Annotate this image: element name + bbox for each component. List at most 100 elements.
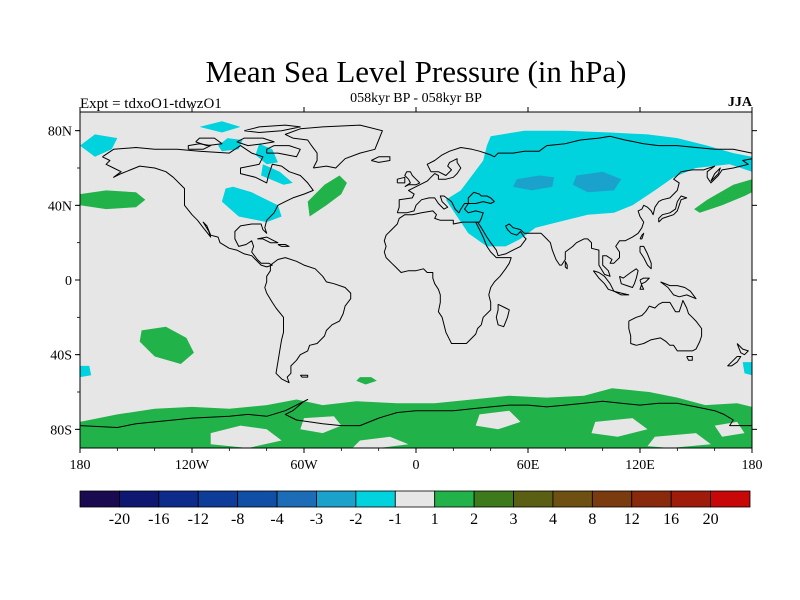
colorbar-swatch	[197, 490, 239, 508]
x-tick-label: 120E	[625, 458, 655, 473]
anomaly-region-10	[572, 171, 622, 193]
colorbar-label: 20	[703, 511, 719, 528]
x-tick-label: 60E	[517, 458, 540, 473]
anomaly-region-12	[307, 175, 347, 217]
coastline-4	[236, 137, 275, 147]
anomaly-region-9	[513, 175, 555, 191]
anomaly-region-11	[80, 190, 146, 210]
colorbar-label: 3	[510, 511, 518, 528]
anomaly-region-14	[139, 326, 194, 364]
anomaly-region-5	[221, 186, 282, 223]
coastline-0	[102, 145, 314, 268]
colorbar-swatch	[316, 490, 357, 508]
x-tick-label: 60W	[290, 458, 318, 473]
coastline-10	[383, 158, 752, 344]
coastline-20	[660, 281, 697, 300]
colorbar-label: -3	[310, 511, 323, 528]
anomaly-region-0	[80, 134, 118, 157]
x-tick-label: 180	[70, 458, 91, 473]
neutral-region-4	[591, 418, 648, 437]
coastline-3	[370, 156, 391, 163]
coastline-15	[639, 232, 645, 240]
anomaly-region-1	[199, 121, 241, 133]
colorbar-label: -12	[188, 511, 209, 528]
y-tick-label: 80S	[50, 423, 72, 438]
coastline-17	[613, 290, 630, 296]
chart-subtitle-right: JJA	[728, 95, 753, 110]
colorbar-swatch	[473, 490, 514, 508]
x-tick-label: 180	[742, 458, 763, 473]
colorbar-label: 4	[549, 511, 557, 528]
coastline-19	[639, 277, 650, 290]
coastline-29	[277, 244, 290, 247]
colorbar-swatch	[591, 490, 633, 508]
coastline-layer	[80, 124, 752, 428]
colorbar-label: -20	[109, 511, 130, 528]
colorbar-swatch	[237, 490, 278, 508]
anomaly-fill-layer	[80, 121, 752, 448]
colorbar-label: -4	[270, 511, 283, 528]
coastline-24	[736, 343, 749, 356]
anomaly-region-15	[356, 377, 377, 385]
colorbar-swatch	[552, 490, 593, 508]
coastline-13	[396, 176, 406, 184]
colorbar-label: -8	[231, 511, 244, 528]
colorbar-label: -16	[148, 511, 169, 528]
colorbar-swatch	[710, 490, 751, 508]
x-axis: 180 120W 60W 0 60E 120E 180	[70, 107, 763, 473]
coastline-11	[467, 191, 495, 204]
anomaly-region-13	[694, 179, 752, 213]
anomaly-region-4	[261, 164, 293, 185]
colorbar-swatch	[631, 490, 672, 508]
neutral-region-1	[300, 416, 342, 434]
x-tick-label: 0	[413, 458, 420, 473]
neutral-region-3	[475, 410, 521, 430]
colorbar-swatch	[513, 490, 554, 508]
coastline-31	[299, 374, 309, 378]
coastline-26	[495, 303, 510, 328]
colorbar: -20 -16 -12 -8 -4 -3 -2 -1 1 2 3 4 8 12 16 20	[79, 490, 751, 528]
anomaly-region-3	[255, 143, 278, 165]
y-tick-label: 80N	[48, 125, 72, 140]
colorbar-label: 12	[624, 511, 640, 528]
colorbar-label: -1	[389, 511, 402, 528]
coastline-1	[264, 257, 352, 384]
coastline-30	[80, 399, 752, 428]
colorbar-label: -2	[349, 511, 362, 528]
coastline-21	[639, 245, 652, 270]
colorbar-swatch	[276, 490, 317, 508]
colorbar-label: 16	[663, 511, 679, 528]
coastline-25	[727, 356, 742, 367]
colorbar-label: 1	[431, 511, 439, 528]
colorbar-swatch	[355, 490, 396, 508]
colorbar-swatch	[394, 490, 436, 508]
anomaly-region-7	[80, 365, 92, 378]
coastline-32	[710, 167, 721, 182]
colorbar-swatch	[158, 490, 199, 508]
coastline-23	[686, 356, 693, 361]
coastline-27	[564, 261, 568, 270]
chart-subtitle-left: Expt = tdxoO1-tdwzO1	[80, 96, 222, 112]
coastline-5	[244, 124, 301, 133]
coastline-8	[266, 145, 301, 158]
neutral-region-5	[647, 433, 711, 448]
coastline-9	[396, 135, 752, 213]
y-axis: 80N 40N 0 40S 80S	[48, 125, 757, 438]
coastline-7	[187, 143, 212, 150]
x-tick-label: 120W	[175, 458, 210, 473]
coastline-18	[619, 268, 639, 288]
coastline-12	[404, 171, 421, 188]
coastline-22	[628, 300, 703, 352]
y-tick-label: 40N	[48, 199, 72, 214]
chart-title: Mean Sea Level Pressure (in hPa)	[206, 54, 627, 89]
coastline-28	[257, 236, 279, 244]
neutral-region-0	[210, 425, 282, 448]
coastline-14	[658, 195, 688, 223]
colorbar-swatch	[79, 490, 120, 508]
colorbar-swatch	[434, 490, 475, 508]
anomaly-region-8	[742, 362, 752, 376]
colorbar-swatch	[670, 490, 711, 508]
colorbar-label: 8	[588, 511, 596, 528]
chart-subtitle-center: 058kyr BP - 058kyr BP	[350, 91, 482, 106]
